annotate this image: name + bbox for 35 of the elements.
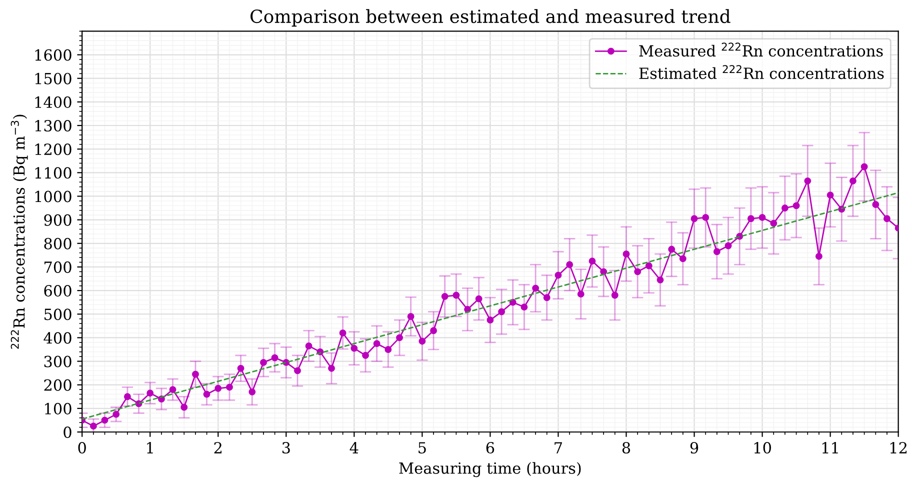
y-tick-label: 1400 [35,96,72,108]
y-tick-label: 1500 [35,72,72,84]
y-tick-label: 800 [44,238,72,250]
x-tick-label: 0 [78,442,86,454]
y-tick-label: 0 [64,426,72,438]
x-tick-label: 5 [418,442,426,454]
y-tick-label: 100 [45,402,72,414]
x-tick-label: 9 [690,442,698,454]
y-tick-label: 1000 [35,190,72,202]
x-tick-label: 11 [822,442,838,454]
y-tick-label: 1100 [35,167,72,179]
y-tick-label: 700 [44,261,72,273]
x-tick-label: 7 [554,442,562,454]
x-tick-label: 12 [890,442,907,454]
y-tick-label: 600 [44,285,72,297]
x-tick-label: 1 [147,442,153,454]
x-tick-label: 8 [622,442,630,454]
legend-label: Measured $^{222}$Rn concentrations [639,42,883,57]
x-tick-label: 10 [754,442,771,454]
y-tick-label: 200 [44,379,72,391]
x-tick-label: 3 [282,442,290,454]
y-tick-label: 1300 [35,120,72,132]
y-tick-label: 1600 [35,49,72,61]
x-tick-label: 6 [486,442,494,454]
y-tick-label: 400 [44,332,72,344]
y-tick-label: 1200 [35,144,72,156]
x-tick-label: 2 [214,442,222,454]
x-tick-label: 4 [350,442,358,454]
x-axis-title: Measuring time (hours) [399,462,581,478]
y-tick-label: 900 [44,214,72,226]
y-tick-label: 300 [44,356,72,368]
y-tick-label: 500 [44,308,72,320]
y-axis-title: $^{222}$Rn concentrations (Bq m$^{−3}$) [10,114,28,349]
legend-label: Estimated $^{222}$Rn concentrations [639,65,884,80]
chart-title: Comparison between estimated and measured trend [250,9,730,27]
